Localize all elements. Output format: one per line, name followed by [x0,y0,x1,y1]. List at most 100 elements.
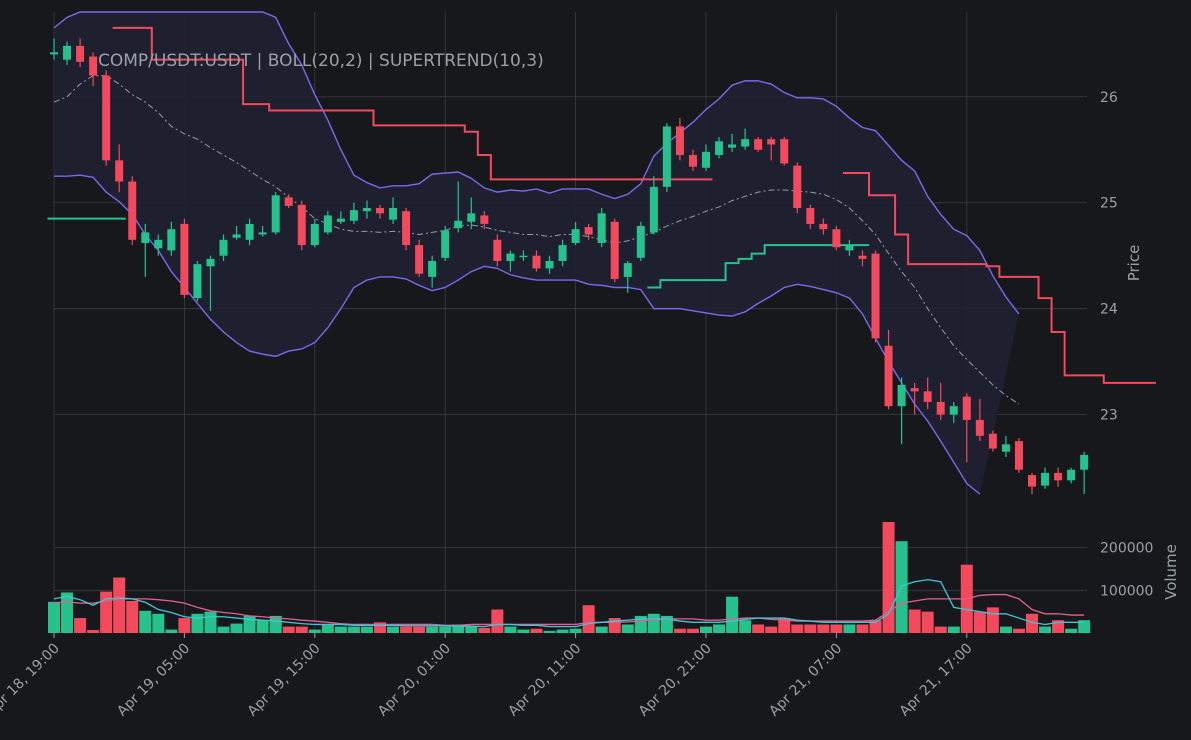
candle-body [376,208,384,214]
volume-bar [791,624,804,633]
candle-body [806,208,815,224]
volume-bar [882,522,895,633]
candle-body [323,215,332,233]
volume-bar [1039,626,1052,633]
candle-body [180,223,189,295]
candle-body [871,253,880,339]
volume-bar [491,609,504,633]
volume-bar [439,626,452,633]
volume-bar [126,600,139,633]
candle-body [558,245,567,261]
candle-body [389,208,398,220]
candle-body [480,215,489,224]
supertrend-up-2 [647,244,869,289]
candle-body [154,239,163,249]
candle-body [467,213,476,222]
lower-band-line [54,174,981,495]
volume-bar [621,624,634,633]
volume-bar [256,620,269,633]
volume-bar [139,610,152,633]
candle-body [310,223,319,246]
x-tick-label: Apr 19, 05:00 [114,641,193,720]
candle-body [89,56,98,76]
candle-body [1080,454,1089,470]
candle-body [623,263,632,277]
candle-body [636,226,645,258]
volume-moving-averages [53,578,1085,628]
volume-bar [308,629,321,633]
volume-bar [869,620,882,633]
candle-body [1014,441,1023,470]
volume-bar [817,624,830,633]
candle-body [545,261,554,269]
volume-bar [413,626,426,633]
candle-body [271,195,280,233]
volume-bar [543,630,556,633]
volume-ma-cyan [53,578,1085,628]
candle-body [297,204,306,246]
volume-bar [360,626,373,633]
supertrend-lines [47,26,1156,384]
candle-body [571,229,580,243]
candle-body [402,211,411,246]
volume-bar [374,622,386,633]
volume-bar [686,628,699,633]
candle-body [441,230,450,258]
volume-bar [713,624,726,633]
candle-body [1054,472,1063,481]
volume-bar [634,615,647,633]
upper-band-line [53,11,1020,315]
candle-body [219,239,228,256]
volume-bar [243,615,256,633]
candle-body [1041,472,1050,486]
candle-body [819,223,828,230]
candle-body [128,181,137,240]
volume-bar [504,626,517,633]
volume-bar [999,626,1012,633]
volume-bar [569,628,582,633]
x-tick-label: Apr 18, 19:00 [0,641,63,720]
volume-bar [582,605,595,633]
candle-body [767,139,776,145]
volume-bar [87,630,100,633]
supertrend-down-2 [842,172,1156,384]
volume-bar [465,626,478,633]
candle-body [1028,475,1036,487]
candle-body [728,144,737,148]
volume-bar [400,626,413,633]
candle-body [415,245,424,274]
volume-bar [426,626,439,633]
volume-bar [908,609,921,633]
volume-bar [921,611,934,633]
volume-bar [1012,628,1025,633]
candles [50,38,1089,495]
volume-bar [295,626,308,633]
volume-bar [230,623,243,633]
x-tick-label: Apr 19, 15:00 [245,641,324,720]
candle-body [232,234,241,238]
candle-body [336,218,345,222]
volume-bar [934,626,947,633]
candle-body [532,255,541,269]
candle-body [167,229,176,251]
candle-body [428,261,437,277]
volume-bar [478,627,491,633]
candle-body [284,197,293,206]
candle-body [584,227,593,235]
volume-bar [673,628,686,633]
supertrend-down-1 [112,26,713,181]
candle-body [884,345,893,407]
volume-bar [113,577,126,633]
volume-bar [973,611,986,633]
x-tick-label: Apr 21, 17:00 [897,641,976,720]
candle-body [832,229,841,248]
candle-body [63,45,72,60]
volume-bar [765,626,778,633]
candle-body [50,52,58,55]
candle-body [897,384,906,407]
volume-bar [856,624,869,633]
candle-body [910,388,919,392]
x-tick-label: Apr 20, 01:00 [375,641,454,720]
candle-body [675,126,684,156]
candle-body [702,151,710,168]
